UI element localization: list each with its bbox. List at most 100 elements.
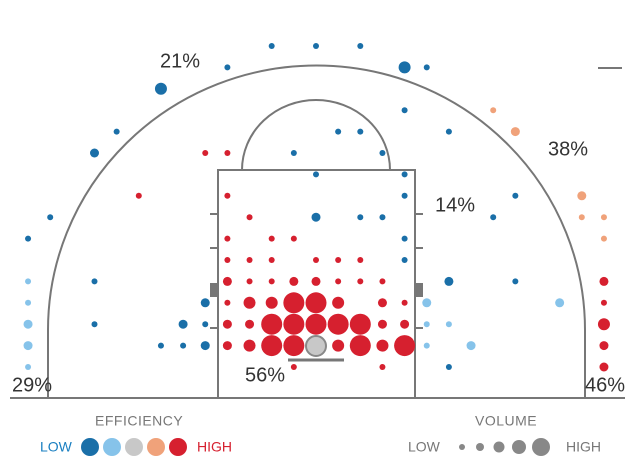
shots [23,43,610,372]
shot [224,257,231,263]
shot [349,313,371,335]
shot [401,107,408,114]
zone-label: 38% [548,138,588,160]
shot [401,235,408,242]
shot [157,342,164,349]
shot [377,298,387,308]
legend [81,438,550,456]
shot [246,257,253,263]
shot [283,335,305,357]
shot [91,321,98,328]
shot [305,313,327,335]
shot [597,318,610,331]
shot [25,299,32,306]
shot [47,214,54,221]
shot [578,214,585,221]
shot [401,257,408,263]
shot [261,335,283,357]
shot [357,43,364,49]
shot [335,128,342,135]
shot [178,319,188,329]
efficiency-low: LOW [40,439,73,455]
shot [379,214,386,221]
shot [113,128,120,135]
shot [202,150,209,156]
zone-label: 46% [585,374,625,396]
shot [349,335,371,357]
shot [180,342,187,349]
shot [357,128,364,135]
shot [510,127,520,137]
shot [490,214,497,221]
shot [377,319,387,329]
shot [25,364,32,370]
efficiency-swatch [169,438,187,456]
shot [268,278,275,285]
shot [265,296,278,309]
shot [283,313,305,335]
shot [200,298,210,308]
shot [423,64,430,71]
shot [445,364,452,370]
shot [490,107,497,114]
shot [283,292,305,314]
efficiency-swatch [147,438,165,456]
block [210,283,218,297]
shot [400,319,410,329]
shot [401,192,408,199]
shot [423,321,430,328]
shot [222,341,232,351]
volume-high: HIGH [566,439,601,455]
shot [224,150,231,156]
shot [512,278,519,285]
shot [222,319,232,329]
three-point-line [47,64,586,398]
volume-swatch [476,443,484,451]
shot [376,339,389,352]
volume-title: VOLUME [475,413,537,429]
shot [202,321,209,328]
zone-label: 14% [435,194,475,216]
shot [335,257,342,263]
zone-labels: 21% 38% 14% 56% 29% 46% [12,50,625,396]
shot [445,128,452,135]
shot [379,150,386,156]
shot [261,313,283,335]
lane-marks [210,213,423,329]
shot [423,342,430,349]
shot [466,341,476,351]
shot [25,278,32,285]
shot [401,171,408,178]
shot [555,298,565,308]
shot [394,335,416,357]
shot [327,313,349,335]
rim [305,335,327,357]
volume-swatch [493,441,505,453]
shot [332,296,345,309]
shot [313,43,319,49]
shot [90,148,99,158]
shot [23,319,33,329]
shot [243,339,256,352]
efficiency-high: HIGH [197,439,232,455]
shot [135,192,142,199]
shot [245,319,255,329]
shot [599,362,609,372]
shot [224,64,231,71]
shot [398,61,411,74]
shot [445,321,452,328]
shot [512,192,519,199]
shot [600,214,607,221]
shot [577,191,587,201]
shot [289,276,299,286]
shot [422,298,432,308]
shot [332,339,345,352]
block [415,283,423,297]
volume-swatch [532,438,550,456]
shot [222,276,232,286]
shot [290,364,297,370]
shot [224,192,231,199]
free-throw-arc [241,99,391,171]
efficiency-swatch [125,438,143,456]
